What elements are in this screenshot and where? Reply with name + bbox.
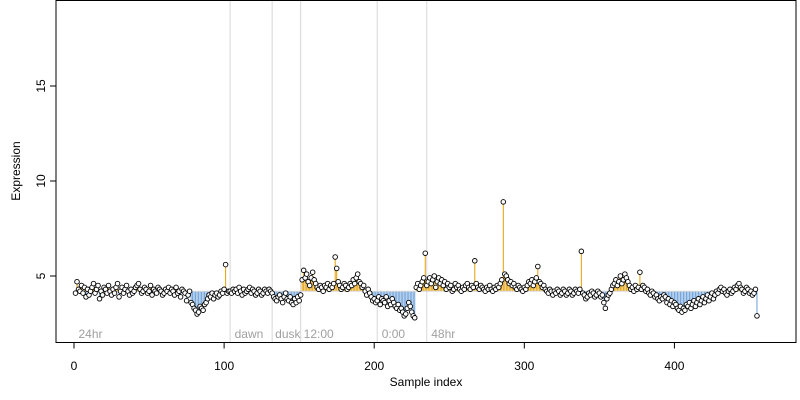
data-point bbox=[320, 288, 326, 294]
group-labels: 24hr dawn dusk 12:00 0:00 48hr bbox=[79, 327, 456, 341]
x-axis-label: Sample index bbox=[390, 375, 463, 389]
data-point bbox=[500, 199, 507, 205]
group-label: dawn bbox=[235, 327, 264, 341]
data-point bbox=[682, 307, 688, 313]
data-point bbox=[535, 263, 541, 270]
data-point bbox=[116, 294, 122, 300]
data-point bbox=[617, 273, 624, 279]
data-point bbox=[601, 299, 607, 306]
data-point bbox=[222, 261, 229, 268]
data-point bbox=[354, 271, 361, 277]
data-point bbox=[472, 258, 478, 264]
group-label: 12:00 bbox=[304, 327, 334, 341]
data-point bbox=[411, 315, 418, 321]
data-point bbox=[186, 288, 193, 294]
group-label: 0:00 bbox=[382, 327, 406, 341]
data-point bbox=[422, 250, 428, 256]
data-point bbox=[381, 299, 388, 306]
data-point bbox=[332, 254, 338, 260]
data-point bbox=[602, 305, 609, 312]
x-tick-label: 300 bbox=[514, 359, 534, 373]
data-point bbox=[96, 296, 103, 302]
data-point bbox=[395, 301, 401, 308]
data-point bbox=[407, 303, 413, 310]
data-point bbox=[333, 265, 340, 272]
data-point bbox=[80, 290, 86, 296]
data-point bbox=[300, 267, 307, 274]
data-point bbox=[105, 282, 112, 289]
data-point bbox=[431, 273, 438, 279]
y-axis-label: Expression bbox=[9, 141, 23, 200]
data-point bbox=[111, 290, 118, 296]
data-point bbox=[200, 307, 206, 313]
data-point bbox=[637, 269, 643, 275]
data-point bbox=[95, 282, 101, 289]
y-axis: 5 10 15 bbox=[34, 79, 57, 279]
x-tick-label: 0 bbox=[71, 359, 78, 373]
data-point bbox=[72, 290, 79, 296]
data-point bbox=[173, 284, 179, 291]
data-point bbox=[221, 286, 227, 293]
deviation-segments bbox=[75, 201, 758, 318]
data-point bbox=[330, 280, 337, 287]
data-point bbox=[309, 269, 316, 275]
data-point bbox=[377, 301, 383, 308]
data-point bbox=[577, 286, 583, 293]
data-point bbox=[297, 292, 304, 298]
data-point bbox=[90, 280, 97, 287]
data-point bbox=[287, 294, 293, 300]
group-dividers bbox=[229, 0, 428, 343]
data-point bbox=[114, 280, 121, 287]
data-points bbox=[72, 199, 760, 321]
data-point bbox=[360, 282, 367, 289]
data-point bbox=[183, 297, 190, 304]
data-point bbox=[123, 282, 130, 289]
data-point bbox=[296, 297, 302, 304]
data-point bbox=[303, 271, 310, 277]
data-point bbox=[752, 286, 759, 293]
data-point bbox=[153, 290, 160, 296]
y-tick-label: 10 bbox=[34, 174, 48, 188]
data-point bbox=[578, 248, 585, 255]
x-tick-label: 200 bbox=[364, 359, 384, 373]
group-label: dusk bbox=[275, 327, 301, 341]
data-point bbox=[433, 284, 439, 291]
data-point bbox=[74, 278, 80, 285]
data-point bbox=[99, 292, 106, 298]
group-label: 24hr bbox=[79, 327, 103, 341]
data-point bbox=[499, 277, 505, 283]
data-point bbox=[195, 309, 202, 315]
y-tick-label: 15 bbox=[34, 79, 48, 93]
data-point bbox=[149, 292, 155, 298]
data-point bbox=[533, 275, 540, 281]
x-axis: 0 100 200 300 400 bbox=[71, 342, 685, 373]
x-tick-label: 400 bbox=[664, 359, 684, 373]
group-label: 48hr bbox=[431, 327, 455, 341]
data-point bbox=[448, 282, 454, 289]
data-point bbox=[383, 294, 389, 300]
x-tick-label: 100 bbox=[214, 359, 234, 373]
data-point bbox=[146, 288, 152, 294]
data-point bbox=[599, 292, 606, 298]
data-point bbox=[147, 282, 154, 289]
data-point bbox=[135, 280, 142, 287]
data-point bbox=[282, 290, 289, 296]
data-point bbox=[177, 294, 184, 300]
data-point bbox=[420, 275, 427, 281]
data-point bbox=[306, 282, 313, 289]
y-tick-label: 5 bbox=[34, 272, 48, 279]
data-point bbox=[351, 280, 358, 287]
data-point bbox=[279, 299, 286, 306]
data-point bbox=[402, 311, 409, 317]
data-point bbox=[754, 313, 760, 319]
